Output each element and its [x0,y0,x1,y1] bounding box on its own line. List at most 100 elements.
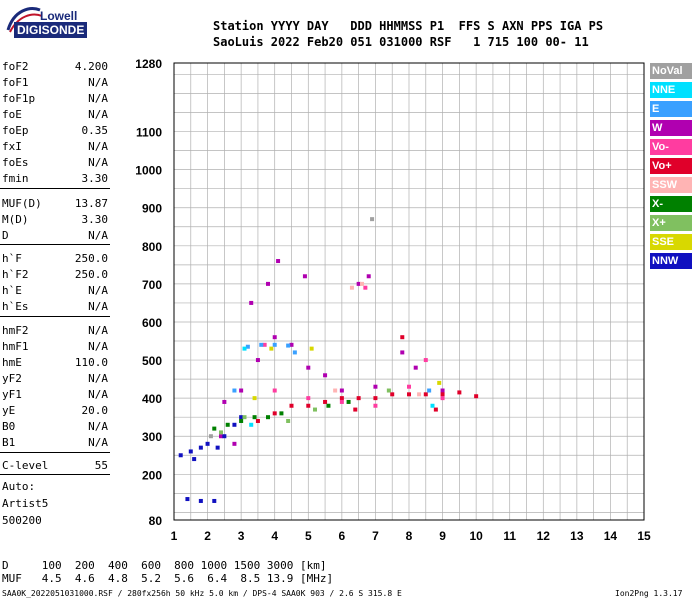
param-row: C-level 55 [2,459,108,473]
param-row: foEs N/A [2,156,108,170]
y-tick-label: 500 [142,354,162,368]
param-key: fmin [2,172,29,185]
data-point-x- [266,415,270,420]
data-point-nnw [198,498,203,503]
data-point-nne [249,422,254,427]
param-row: h`E N/A [2,284,108,298]
data-point-vo- [400,335,405,340]
param-value: N/A [88,76,108,89]
data-point-nnw [232,422,237,427]
param-value: 4.200 [74,60,108,73]
param-value: N/A [88,436,108,449]
data-point-e [259,342,264,347]
legend-item: NNW [650,253,692,269]
data-point-nnw [192,457,197,462]
data-point-e [427,388,432,393]
param-value: N/A [88,300,108,313]
legend-item: SSE [650,234,692,250]
param-value: 250.0 [74,268,108,281]
param-value: N/A [88,372,108,385]
param-row: B0 N/A [2,420,108,434]
separator [0,452,110,453]
y-tick-label: 900 [142,202,162,216]
data-point-vo- [356,396,361,401]
param-key: hmF1 [2,340,29,353]
param-row: foE N/A [2,108,108,122]
x-tick-label: 13 [570,529,584,543]
data-point-ssw [360,281,364,286]
legend-item: X+ [650,215,692,231]
data-point-w [272,335,277,340]
param-value: 3.30 [81,213,109,226]
param-key: D [2,229,9,242]
data-point-w [219,434,223,439]
y-tick-label: 800 [142,240,162,254]
y-tick-label: 200 [142,468,162,482]
param-row: h`F 250.0 [2,252,108,266]
param-key: foF2 [2,60,29,73]
x-tick-label: 11 [503,529,516,543]
legend-item: W [650,120,692,136]
data-point-w [222,399,227,404]
auto-label: Auto: [2,480,36,493]
data-point-vo- [339,399,344,404]
param-key: h`E [2,284,22,297]
data-point-ssw [349,285,354,290]
data-point-w [255,358,260,363]
data-point-nnw [222,434,227,439]
data-point-x- [219,430,223,435]
legend-item: E [650,101,692,117]
data-point-w [239,388,244,393]
plot-frame [173,62,645,521]
distance-row: D 100 200 400 600 800 1000 1500 3000 [km… [2,559,327,572]
param-row: B1 N/A [2,436,108,450]
y-tick-label: 300 [142,430,162,444]
data-point-w [302,274,307,279]
param-value: N/A [88,388,108,401]
data-point-nnw [215,445,220,450]
data-point-vo- [339,396,344,401]
data-point-w [323,373,328,378]
legend-item: X- [650,196,692,212]
data-point-vo- [474,394,479,399]
param-key: foF1p [2,92,36,105]
data-point-vo- [440,392,445,397]
data-point-vo- [323,399,328,404]
param-value: N/A [88,324,108,337]
param-row: fxI N/A [2,140,108,154]
param-value: N/A [88,156,108,169]
y-tick-label: 1000 [135,164,162,178]
data-point-vo- [407,384,411,389]
param-row: h`F2 250.0 [2,268,108,282]
footer-version: Ion2Png 1.3.17 [615,589,683,598]
y-tick-label: 700 [142,278,162,292]
data-point-vo- [262,342,267,347]
data-point-nnw [205,441,210,446]
data-point-nne [242,346,247,351]
data-point-e [232,388,237,393]
data-point-w [289,342,294,347]
param-value: N/A [88,284,108,297]
y-tick-label: 400 [142,392,162,406]
data-point-w [373,384,378,389]
separator [0,188,110,189]
param-row: foF1p N/A [2,92,108,106]
data-point-x- [279,411,284,416]
data-point-e [286,343,291,348]
data-point-e [272,342,277,347]
data-point-vo- [363,285,368,290]
param-row: foF1 N/A [2,76,108,90]
data-point-ssw [333,388,338,393]
logo-lowell: Lowell [40,9,78,23]
param-key: B0 [2,420,16,433]
param-value: N/A [88,140,108,153]
param-row: M(D) 3.30 [2,213,108,227]
data-point-x- [239,418,244,423]
data-point-nnw [239,415,244,420]
param-key: MUF(D) [2,197,42,210]
data-point-vo- [353,407,358,412]
data-point-sse [252,396,257,401]
param-value: N/A [88,92,108,105]
data-point-nnw [178,453,183,458]
param-row: MUF(D) 13.87 [2,197,108,211]
